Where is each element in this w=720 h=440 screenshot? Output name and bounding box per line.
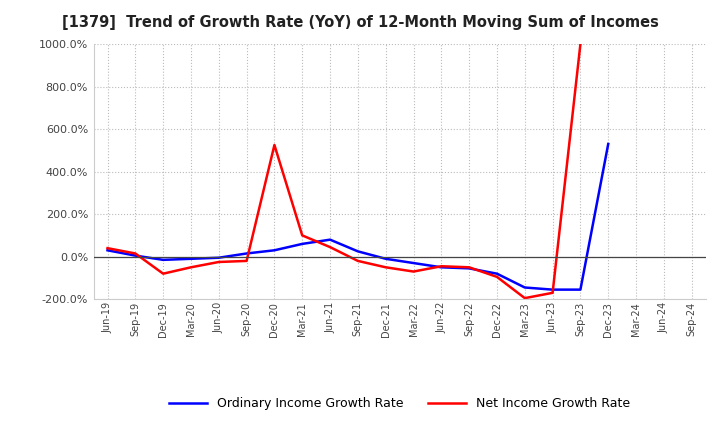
Ordinary Income Growth Rate <box>437 264 446 270</box>
Net Income Growth Rate <box>576 41 585 47</box>
Ordinary Income Growth Rate <box>215 255 223 260</box>
Line: Net Income Growth Rate: Net Income Growth Rate <box>107 44 580 298</box>
Ordinary Income Growth Rate <box>186 256 195 261</box>
Net Income Growth Rate <box>215 259 223 264</box>
Net Income Growth Rate <box>521 296 529 301</box>
Ordinary Income Growth Rate <box>131 253 140 258</box>
Legend: Ordinary Income Growth Rate, Net Income Growth Rate: Ordinary Income Growth Rate, Net Income … <box>164 392 635 415</box>
Net Income Growth Rate <box>492 274 501 279</box>
Net Income Growth Rate <box>131 251 140 256</box>
Net Income Growth Rate <box>354 258 362 264</box>
Net Income Growth Rate <box>186 264 195 270</box>
Net Income Growth Rate <box>549 290 557 296</box>
Ordinary Income Growth Rate <box>576 287 585 292</box>
Ordinary Income Growth Rate <box>270 248 279 253</box>
Line: Ordinary Income Growth Rate: Ordinary Income Growth Rate <box>107 144 608 290</box>
Net Income Growth Rate <box>437 264 446 269</box>
Ordinary Income Growth Rate <box>298 241 307 246</box>
Ordinary Income Growth Rate <box>492 271 501 276</box>
Ordinary Income Growth Rate <box>409 260 418 266</box>
Net Income Growth Rate <box>103 246 112 251</box>
Net Income Growth Rate <box>159 271 168 276</box>
Ordinary Income Growth Rate <box>465 266 474 271</box>
Net Income Growth Rate <box>325 245 334 250</box>
Ordinary Income Growth Rate <box>549 287 557 292</box>
Ordinary Income Growth Rate <box>354 249 362 254</box>
Net Income Growth Rate <box>270 143 279 148</box>
Ordinary Income Growth Rate <box>325 237 334 242</box>
Net Income Growth Rate <box>298 233 307 238</box>
Net Income Growth Rate <box>465 264 474 270</box>
Ordinary Income Growth Rate <box>382 256 390 261</box>
Text: [1379]  Trend of Growth Rate (YoY) of 12-Month Moving Sum of Incomes: [1379] Trend of Growth Rate (YoY) of 12-… <box>62 15 658 30</box>
Net Income Growth Rate <box>382 264 390 270</box>
Ordinary Income Growth Rate <box>159 257 168 263</box>
Net Income Growth Rate <box>409 269 418 274</box>
Ordinary Income Growth Rate <box>103 248 112 253</box>
Net Income Growth Rate <box>242 258 251 264</box>
Ordinary Income Growth Rate <box>604 141 613 147</box>
Ordinary Income Growth Rate <box>521 285 529 290</box>
Ordinary Income Growth Rate <box>242 251 251 256</box>
